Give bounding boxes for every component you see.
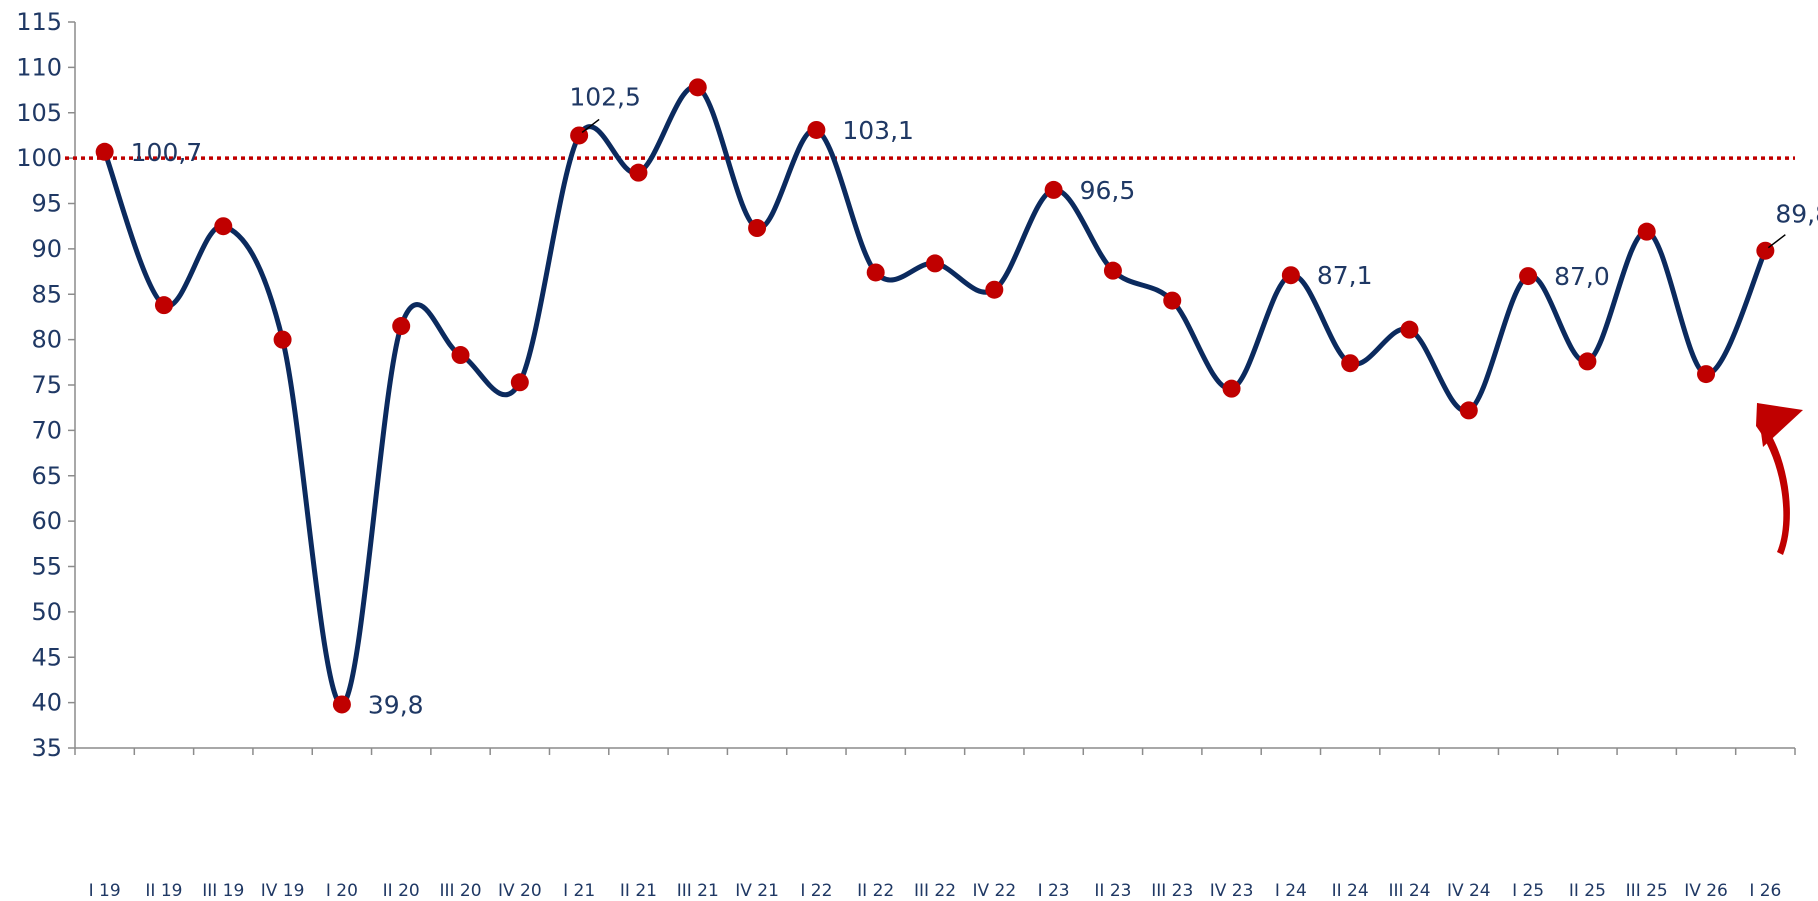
y-tick-label: 75 — [31, 371, 62, 399]
x-tick-label: IV 26 — [1684, 881, 1728, 901]
x-tick-label: IV 21 — [735, 881, 779, 901]
data-label-leader — [1767, 234, 1786, 249]
x-tick-label: IV 22 — [972, 881, 1016, 901]
data-point — [926, 254, 944, 273]
data-point — [1637, 222, 1656, 241]
data-label-leader — [581, 118, 600, 134]
points-group — [95, 78, 1775, 714]
y-tick-label: 80 — [31, 326, 62, 354]
x-tick-label: III 20 — [439, 881, 481, 901]
y-tick-label: 50 — [31, 598, 62, 626]
data-label: 96,5 — [1080, 176, 1136, 205]
y-tick-label: 70 — [31, 416, 62, 444]
data-point — [1163, 291, 1182, 310]
data-point — [273, 330, 292, 349]
data-label: 87,1 — [1317, 261, 1373, 290]
data-label: 100,7 — [131, 138, 203, 167]
x-axis-ticks: I 19 II 19 III 19 IV 19 I 20 II 20 III 20 IV 20… — [74, 748, 1796, 901]
data-point — [451, 346, 470, 365]
y-tick-label: 95 — [31, 190, 62, 218]
x-tick-label: III 24 — [1388, 881, 1430, 901]
data-point — [1519, 267, 1538, 286]
trend-arrow-head — [1757, 403, 1803, 447]
data-point — [1459, 401, 1478, 420]
data-point — [392, 317, 411, 336]
x-tick-label: IV 19 — [261, 881, 305, 901]
data-label: 103,1 — [842, 116, 914, 145]
y-tick-label: 35 — [31, 734, 62, 762]
data-label: 87,0 — [1554, 262, 1610, 291]
x-tick-label: III 22 — [914, 881, 956, 901]
data-label: 89,8 — [1775, 200, 1818, 229]
data-point — [1044, 180, 1063, 199]
x-tick-label: I 22 — [800, 881, 832, 901]
y-tick-label: 45 — [31, 643, 62, 671]
series-group — [102, 84, 1768, 707]
x-tick-label: I 19 — [89, 881, 121, 901]
y-tick-label: 60 — [31, 507, 62, 535]
data-point — [1103, 261, 1122, 280]
data-point — [1222, 379, 1241, 398]
y-axis-ticks: 35 40 45 50 55 60 65 70 75 80 85 90 95 100 105 110 115 — [16, 8, 75, 762]
x-tick-label: III 23 — [1151, 881, 1193, 901]
trend-arrow-group — [1756, 403, 1803, 555]
data-point — [866, 263, 885, 282]
data-point — [807, 120, 826, 139]
data-point — [1400, 320, 1419, 339]
x-tick-label: II 19 — [145, 881, 182, 901]
data-point — [1281, 266, 1300, 285]
data-label: 102,5 — [569, 82, 641, 111]
y-tick-label: 40 — [31, 689, 62, 717]
data-point — [629, 163, 648, 182]
data-point — [748, 219, 767, 238]
x-tick-label: I 24 — [1275, 881, 1307, 901]
x-tick-label: III 25 — [1626, 881, 1668, 901]
axes — [74, 22, 1795, 749]
y-tick-label: 115 — [16, 8, 62, 36]
x-tick-label: I 23 — [1038, 881, 1070, 901]
x-tick-label: II 22 — [857, 881, 894, 901]
x-tick-label: I 21 — [563, 881, 595, 901]
y-tick-label: 105 — [16, 99, 62, 127]
x-tick-label: II 21 — [620, 881, 657, 901]
x-tick-label: IV 20 — [498, 881, 542, 901]
x-tick-label: II 25 — [1569, 881, 1606, 901]
x-tick-label: III 21 — [677, 881, 719, 901]
data-label: 39,8 — [368, 690, 424, 719]
data-point — [510, 373, 529, 392]
data-point — [1578, 352, 1597, 371]
x-tick-label: III 19 — [202, 881, 244, 901]
x-tick-label: I 20 — [326, 881, 358, 901]
y-tick-label: 110 — [16, 53, 62, 81]
y-tick-label: 55 — [31, 553, 62, 581]
x-tick-label: IV 24 — [1447, 881, 1491, 901]
data-point — [95, 142, 114, 161]
x-tick-label: I 25 — [1512, 881, 1544, 901]
x-tick-label: II 24 — [1332, 881, 1369, 901]
x-tick-label: IV 23 — [1210, 881, 1254, 901]
y-tick-label: 90 — [31, 235, 62, 263]
x-tick-label: II 23 — [1094, 881, 1131, 901]
x-tick-label: I 26 — [1749, 881, 1781, 901]
data-point — [1341, 354, 1360, 373]
data-point — [1697, 365, 1716, 384]
y-tick-label: 85 — [31, 280, 62, 308]
data-labels-group: 100,7 39,8 102,5 103,1 96,5 87,1 87,0 89,8 — [131, 82, 1818, 719]
data-point — [688, 78, 707, 97]
x-tick-label: II 20 — [383, 881, 420, 901]
y-tick-label: 65 — [31, 462, 62, 490]
data-point — [214, 217, 233, 236]
y-tick-label: 100 — [16, 144, 62, 172]
series-line — [102, 84, 1768, 707]
data-point — [985, 280, 1004, 299]
data-point — [154, 296, 173, 315]
data-point — [332, 695, 351, 714]
